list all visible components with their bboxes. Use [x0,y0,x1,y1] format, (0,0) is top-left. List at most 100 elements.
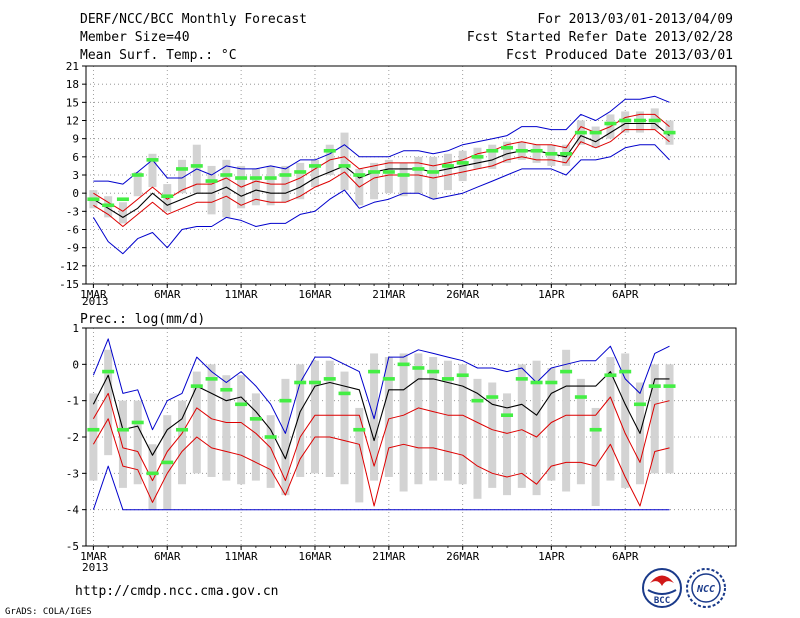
precip-ytick-label: 0 [72,358,79,371]
precip-xtick-label: 1APR [538,550,565,563]
temp-median-marker [205,179,218,183]
temp-ytick-label: 18 [66,78,79,91]
temp-median-marker [220,173,233,177]
temp-min-line [92,144,670,255]
temp-ytick-label: 21 [66,60,79,73]
precip-median-marker [382,377,395,381]
bcc-logo-wave [647,589,677,595]
precip-ensemble-box [192,371,201,474]
started-date-label: Fcst Started Refer Date 2013/02/28 [467,30,733,45]
temp-ytick-label: 15 [66,96,79,109]
temp-ensemble-box [133,171,142,197]
precip-median-marker [205,377,218,381]
precip-median-marker [501,413,514,417]
temp-ytick-label: 3 [72,169,79,182]
precip-ensemble-box [532,360,541,496]
temp-ensemble-box [399,162,408,197]
temp-median-marker [102,203,115,208]
ncc-logo-inner [691,573,721,603]
precip-ensemble-box [517,364,526,488]
precip-median-marker [264,435,277,439]
bcc-logo-text: BCC [654,596,670,606]
temp-median-marker [87,197,100,202]
precip-median-marker [102,369,115,374]
precip-xtick-label: 1MAR [80,550,107,563]
temp-ytick-label: 12 [66,115,79,128]
precip-median-marker [323,377,336,381]
temp-median-marker [338,164,351,168]
period-label: For 2013/03/01-2013/04/09 [537,12,733,27]
precip-xtick-label: 6APR [612,550,639,563]
temp-median-marker [530,148,543,153]
temp-max-line [93,95,670,185]
temp-median-marker [397,173,410,177]
precip-median-marker [545,380,558,385]
precip-median-marker [235,402,248,407]
precip-mean-line [92,371,670,460]
precip-series-layer [92,338,670,511]
temp-ensemble-box [384,159,393,194]
temperature-panel: -15 -12 -9 -6 -3 0 3 6 9 12 15 18 21 1MAR 6MAR 11MAR 16M… [59,60,737,308]
precip-median-marker [515,377,528,381]
temp-median-layer [87,118,676,208]
precip-ensemble-box [325,360,334,477]
bcc-logo-swirl [650,575,674,586]
precip-xtick-label: 16MAR [298,550,331,563]
precip-median-marker [604,373,617,378]
precip-ensemble-box [178,400,187,485]
precip-ensemble-box [443,360,452,481]
precip-ensemble-box [251,393,260,481]
temp-axis-ticks: -15 -12 -9 -6 -3 0 3 6 9 12 15 18 21 1MAR 6MAR 11MAR 16M… [59,60,730,301]
temp-median-marker [161,194,174,198]
temp-ensemble-box [503,141,512,163]
figure-title: DERF/NCC/BCC Monthly Forecast [80,12,307,27]
temp-median-marker [560,152,573,156]
precip-median-marker [648,384,661,388]
precip-ensemble-box [488,382,497,488]
source-url: http://cmdp.ncc.cma.gov.cn [75,584,279,599]
temp-median-marker [249,176,262,180]
precip-xtick-label: 6MAR [154,550,181,563]
temp-xtick-label: 11MAR [225,288,258,301]
temp-median-marker [633,118,646,123]
precip-ensemble-box [591,407,600,507]
temp-xtick-label: 26MAR [446,288,479,301]
precip-ensemble-box [237,375,246,485]
precip-median-marker [456,373,469,378]
precip-ytick-label: -1 [66,395,79,408]
precip-ensemble-box [340,371,349,485]
temp-xtick-label: 16MAR [298,288,331,301]
precip-ensemble-box [621,353,630,488]
temp-p75-line [93,113,670,212]
temp-median-marker [471,155,484,159]
precip-median-marker [663,384,676,388]
precip-median-marker [397,362,410,367]
precip-ensemble-box [399,353,408,492]
precip-ensemble-box [458,364,467,485]
precip-ensemble-box [576,378,585,485]
temp-ensemble-box [178,159,187,194]
temp-median-marker [146,158,159,162]
temp-median-marker [486,148,499,153]
temp-median-marker [190,164,203,168]
precip-median-marker [560,369,573,374]
precip-ensemble-box [281,378,290,496]
temp-median-marker [427,170,440,174]
temp-median-marker [515,148,528,153]
precip-xtick-year: 2013 [82,561,109,574]
precip-ensemble-box [89,393,98,481]
precip-ytick-label: 1 [72,322,79,335]
precip-ensemble-box [133,400,142,485]
precip-ensemble-box [384,357,393,477]
temp-mean-line [93,122,670,218]
precip-p25-line [92,418,670,507]
precip-ytick-label: -3 [66,467,79,480]
precip-ensemble-box [296,364,305,477]
temp-ytick-label: -3 [66,205,79,218]
precip-ensemble-box [207,364,216,477]
precip-median-marker [176,427,189,432]
temp-median-marker [604,121,617,126]
precip-ensemble-box [606,357,615,481]
precip-ytick-label: -4 [66,504,80,517]
